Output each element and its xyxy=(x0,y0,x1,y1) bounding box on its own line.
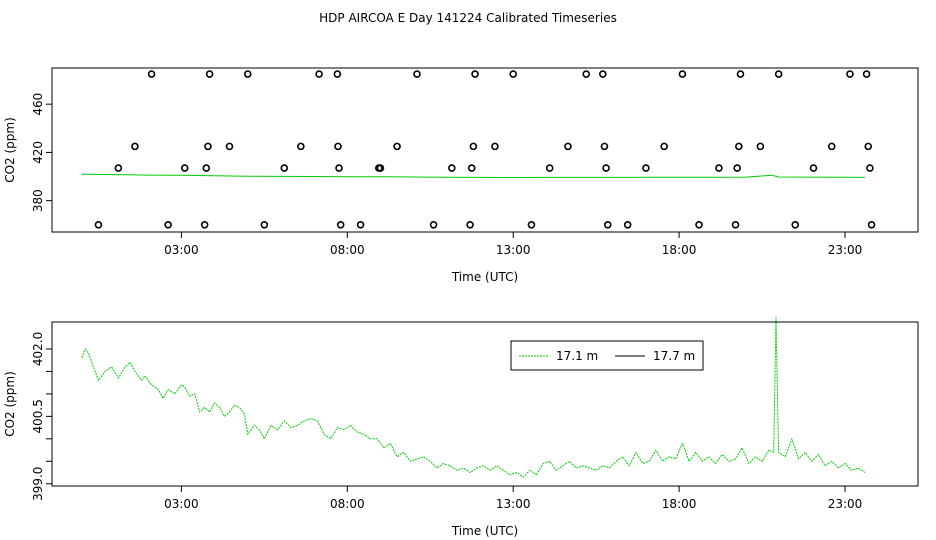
figure-title: HDP AIRCOA E Day 141224 Calibrated Times… xyxy=(319,11,617,25)
calibration-point xyxy=(205,70,214,78)
calibration-point xyxy=(393,142,401,151)
legend-label-17-7m: 17.7 m xyxy=(653,349,695,363)
calibration-point xyxy=(866,164,874,172)
panel-2-x-axis-label: Time (UTC) xyxy=(451,524,518,538)
panel-2-x-tick-label: 03:00 xyxy=(164,497,199,511)
panel-1-series-line xyxy=(81,173,865,178)
panel-2-y-tick-label: 399.0 xyxy=(31,467,45,501)
calibration-point xyxy=(356,220,365,229)
calibration-point xyxy=(315,70,323,78)
calibration-point xyxy=(736,70,745,78)
calibration-point xyxy=(642,164,650,172)
panel-2-y-tick-label: 402.0 xyxy=(31,332,45,366)
calibration-point xyxy=(335,164,343,172)
calibration-point xyxy=(376,164,385,172)
calibration-point xyxy=(180,164,189,172)
panel-1-x-tick-label: 18:00 xyxy=(662,243,697,257)
calibration-point xyxy=(735,142,743,151)
calibration-point xyxy=(864,142,873,151)
panel-1-series xyxy=(81,173,865,178)
calibration-point xyxy=(623,220,632,229)
calibration-point xyxy=(527,220,536,229)
calibration-point xyxy=(280,164,289,172)
panel-1: 03:00 08:00 13:00 18:00 23:00 380 420 460 Time… xyxy=(3,67,919,284)
panel-1-x-tick-label: 08:00 xyxy=(330,243,365,257)
calibration-point xyxy=(147,70,156,78)
panel-2-x-tick-label: 23:00 xyxy=(828,497,863,511)
calibration-point xyxy=(733,164,741,172)
panel-2-x-tick-label: 08:00 xyxy=(330,497,365,511)
panel-2-y-axis: 399.0 400.5 402.0 xyxy=(31,332,52,501)
calibration-point xyxy=(131,142,139,151)
calibration-point xyxy=(114,164,123,172)
legend-label-17-1m: 17.1 m xyxy=(556,349,598,363)
calibration-point xyxy=(467,164,476,172)
panel-1-x-tick-label: 03:00 xyxy=(164,243,199,257)
calibration-point xyxy=(469,142,478,151)
calibration-point xyxy=(660,142,668,151)
calibration-point xyxy=(200,220,209,229)
calibration-point xyxy=(774,70,783,78)
calibration-point xyxy=(509,70,518,78)
legend: 17.1 m 17.7 m xyxy=(510,340,704,371)
calibration-point xyxy=(243,70,252,78)
calibration-point xyxy=(809,164,818,172)
panel-1-points xyxy=(94,70,876,229)
panel-1-y-tick-label: 380 xyxy=(31,189,45,212)
panel-2-series-line xyxy=(81,317,866,478)
calibration-point xyxy=(731,220,740,229)
calibration-point xyxy=(204,142,212,151)
panel-1-x-axis: 03:00 08:00 13:00 18:00 23:00 xyxy=(164,232,862,257)
calibration-point xyxy=(260,220,269,229)
calibration-point xyxy=(491,142,499,151)
panel-1-x-tick-label: 23:00 xyxy=(828,243,863,257)
panel-2: 03:00 08:00 13:00 18:00 23:00 399.0 400.5 402.… xyxy=(3,317,919,538)
panel-2-y-axis-label: CO2 (ppm) xyxy=(3,371,17,437)
calibration-point xyxy=(471,70,479,78)
calibration-point xyxy=(582,70,590,78)
panel-1-x-tick-label: 13:00 xyxy=(496,243,531,257)
panel-2-plot-frame xyxy=(51,321,919,487)
panel-2-x-axis: 03:00 08:00 13:00 18:00 23:00 xyxy=(164,486,862,511)
calibration-point xyxy=(603,220,612,229)
calibration-point xyxy=(336,220,345,229)
calibration-point xyxy=(333,70,342,78)
calibration-point xyxy=(602,164,610,172)
calibration-point xyxy=(695,220,703,229)
panel-1-y-axis-label: CO2 (ppm) xyxy=(3,117,17,183)
calibration-point xyxy=(334,142,342,151)
calibration-point xyxy=(846,70,854,78)
calibration-point xyxy=(545,164,554,172)
calibration-point xyxy=(715,164,723,172)
panel-1-x-axis-label: Time (UTC) xyxy=(451,270,518,284)
calibration-point xyxy=(678,70,687,78)
calibration-point xyxy=(164,220,172,229)
calibration-point xyxy=(225,142,234,151)
calibration-point xyxy=(600,142,609,151)
calibration-point xyxy=(448,164,456,172)
panel-2-x-tick-label: 18:00 xyxy=(662,497,697,511)
panel-1-plot-frame xyxy=(51,67,919,233)
calibration-point xyxy=(827,142,836,151)
panel-1-y-tick-label: 460 xyxy=(31,93,45,116)
calibration-point xyxy=(202,164,211,172)
calibration-point xyxy=(862,70,871,78)
calibration-point xyxy=(297,142,305,151)
panel-2-series xyxy=(81,317,866,478)
calibration-point xyxy=(413,70,421,78)
calibration-point xyxy=(756,142,765,151)
calibration-point xyxy=(429,220,438,229)
panel-2-x-tick-label: 13:00 xyxy=(496,497,531,511)
panel-2-y-tick-label: 400.5 xyxy=(31,399,45,433)
calibration-point xyxy=(598,70,607,78)
calibration-point xyxy=(94,220,103,229)
panel-1-y-axis: 380 420 460 xyxy=(31,93,52,212)
panel-1-y-tick-label: 420 xyxy=(31,141,45,164)
calibration-point xyxy=(466,220,474,229)
calibration-point xyxy=(791,220,800,229)
calibration-point xyxy=(564,142,572,151)
calibration-point xyxy=(867,220,876,229)
